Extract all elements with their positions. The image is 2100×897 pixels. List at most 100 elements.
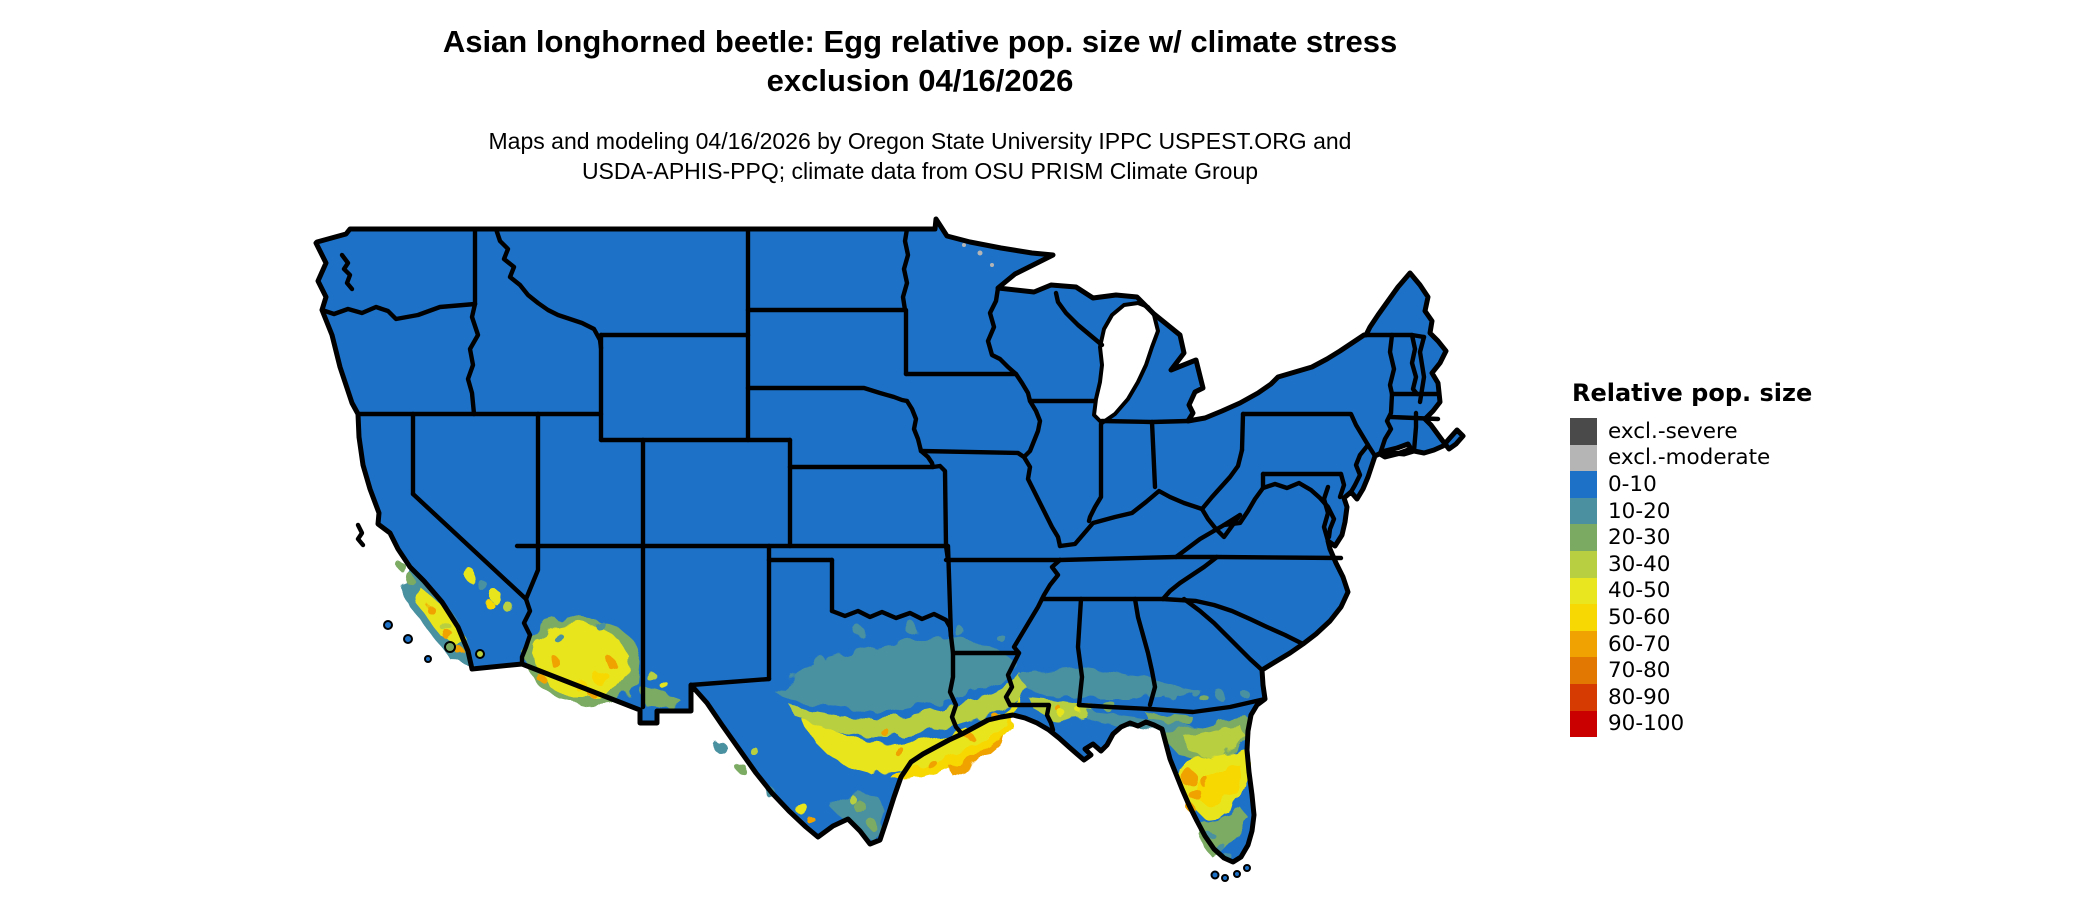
speckle xyxy=(814,656,826,668)
map-title: Asian longhorned beetle: Egg relative po… xyxy=(150,22,1690,100)
map-subtitle: Maps and modeling 04/16/2026 by Oregon S… xyxy=(150,126,1690,186)
speckle xyxy=(1215,690,1225,700)
speckle xyxy=(1191,688,1199,696)
state-border-line xyxy=(1076,696,1268,715)
state-border-line xyxy=(688,676,772,688)
state-border-line xyxy=(829,608,954,639)
state-border-line xyxy=(1239,411,1246,453)
speckle xyxy=(735,762,745,772)
legend-item-10-20: 10-20 xyxy=(1570,497,1830,525)
state-border-line xyxy=(465,301,481,417)
legend-swatch-excl.-moderate xyxy=(1570,444,1597,472)
speckle xyxy=(477,580,487,590)
hotspot-texas-yellow xyxy=(805,697,1022,773)
legend-label: excl.-severe xyxy=(1608,418,1738,444)
state-border-line xyxy=(1099,418,1191,425)
state-border-line xyxy=(1321,484,1331,544)
legend-swatch-90-100 xyxy=(1570,710,1597,738)
speckle xyxy=(403,572,413,582)
state-border-line xyxy=(523,543,541,602)
legend-swatch-50-60 xyxy=(1570,604,1597,631)
speckle xyxy=(854,801,866,813)
hotspot-texas-orange xyxy=(950,735,1003,775)
speckle xyxy=(1201,695,1209,703)
state-border-line xyxy=(319,301,478,322)
legend-item-80-90: 80-90 xyxy=(1570,683,1830,711)
speckle xyxy=(662,683,670,691)
state-border-line xyxy=(930,463,949,549)
hotspot-south-texas-teal xyxy=(830,792,885,839)
state-border-line xyxy=(519,596,533,667)
state-border-line xyxy=(1057,554,1344,563)
hotspot-texas-gold xyxy=(890,715,1014,781)
legend-label: 40-50 xyxy=(1608,578,1671,604)
legend-item-excl.-moderate: excl.-moderate xyxy=(1570,444,1830,472)
map-legend: Relative pop. size excl.-severe excl.-mod… xyxy=(1570,379,1830,738)
legend-title: Relative pop. size xyxy=(1572,379,1813,407)
us-map-svg xyxy=(313,216,1466,882)
speckle xyxy=(647,672,657,682)
legend-label: 90-100 xyxy=(1608,711,1685,737)
speckle xyxy=(1056,708,1064,716)
legend-label: 10-20 xyxy=(1608,498,1671,524)
hotspot-socal-yellow xyxy=(416,587,465,647)
us-outline xyxy=(313,216,1466,865)
state-border-line xyxy=(493,226,604,351)
legend-label: 0-10 xyxy=(1608,471,1657,497)
state-border-line xyxy=(1348,442,1371,495)
island xyxy=(475,649,485,659)
state-border-line xyxy=(947,633,965,737)
state-border-line xyxy=(410,491,529,602)
legend-item-90-100: 90-100 xyxy=(1570,710,1830,738)
legend-rows: excl.-severe excl.-moderate 0-10 10-20 20-30… xyxy=(1570,418,1830,738)
state-border-line xyxy=(904,398,924,454)
map-subtitle-line2: USDA-APHIS-PPQ; climate data from OSU PR… xyxy=(581,158,1259,184)
state-border-line xyxy=(745,385,910,404)
hotspot-nm-fringe xyxy=(640,687,680,707)
state-border-line xyxy=(1086,421,1104,524)
speckle xyxy=(990,263,994,267)
legend-item-60-70: 60-70 xyxy=(1570,630,1830,658)
legend-label: excl.-moderate xyxy=(1608,445,1771,471)
island-layer xyxy=(383,620,1251,882)
state-border-line xyxy=(1160,596,1306,647)
state-border-line xyxy=(1388,414,1441,422)
island xyxy=(403,634,413,644)
hotspot-central-florida-gold xyxy=(1195,765,1242,807)
speckle xyxy=(714,741,726,753)
speckle xyxy=(794,801,806,813)
map-title-line1: Asian longhorned beetle: Egg relative po… xyxy=(442,24,1398,59)
speckle xyxy=(1165,690,1175,700)
state-border-line xyxy=(1173,512,1243,560)
state-border-line xyxy=(1132,596,1158,708)
speckle xyxy=(595,620,605,630)
speckle xyxy=(855,627,865,637)
legend-swatch-70-80 xyxy=(1570,657,1597,684)
hotspot-north-florida-yellowgreen xyxy=(1185,725,1245,757)
speckle xyxy=(505,604,515,614)
us-choropleth-map xyxy=(300,207,1540,892)
island xyxy=(1233,870,1241,878)
state-border-line xyxy=(1053,290,1105,348)
lake-michigan xyxy=(1092,301,1160,425)
legend-label: 80-90 xyxy=(1608,684,1671,710)
speckle xyxy=(1200,777,1210,787)
speckle xyxy=(490,591,502,603)
legend-swatch-20-30 xyxy=(1570,524,1597,551)
speckle xyxy=(1190,789,1202,801)
map-subtitle-line1: Maps and modeling 04/16/2026 by Oregon S… xyxy=(488,128,1352,154)
speckle xyxy=(592,669,608,685)
speckle xyxy=(966,733,974,741)
hotspot-texas-yellowgreen xyxy=(792,675,1028,737)
legend-item-70-80: 70-80 xyxy=(1570,657,1830,684)
state-border-line xyxy=(1003,557,1063,708)
exclusion-speckle-layer xyxy=(962,243,994,267)
island xyxy=(1243,864,1251,872)
island xyxy=(1221,874,1229,882)
state-border-line xyxy=(1199,506,1243,540)
state-border-line xyxy=(1417,334,1427,405)
speckle xyxy=(996,633,1004,641)
speckle xyxy=(553,632,563,642)
state-border-line xyxy=(1075,596,1085,708)
